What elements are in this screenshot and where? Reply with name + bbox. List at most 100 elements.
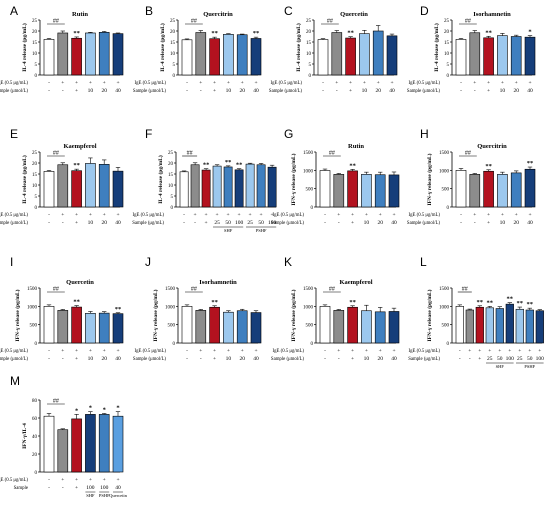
sample-row-value: 10 bbox=[88, 220, 94, 226]
row-label-ige: IgE (0.5 μg/mL) bbox=[273, 213, 305, 218]
panel-letter: C bbox=[284, 4, 293, 18]
y-tick-label: 500 bbox=[442, 188, 450, 193]
significance-label: ## bbox=[191, 19, 197, 25]
y-axis-label: IFN-γ release (pg/mL) bbox=[426, 289, 433, 341]
ige-row-value: + bbox=[103, 80, 106, 86]
sample-row-value: 40 bbox=[391, 356, 397, 362]
sample-row-value: 10 bbox=[88, 356, 94, 362]
panel-b: B Quercitrin 0 5 10 15 20 25 IL-4 release (pg/mL… bbox=[133, 4, 262, 94]
bar bbox=[57, 310, 69, 344]
bar bbox=[245, 163, 255, 208]
bar bbox=[483, 37, 494, 76]
sample-row-value: + bbox=[351, 356, 354, 362]
ige-row-value: - bbox=[322, 80, 324, 86]
ige-row-value: + bbox=[487, 80, 490, 86]
row-label-ige: IgE (0.5 μg/mL) bbox=[0, 349, 28, 354]
significance-label: * bbox=[116, 405, 119, 412]
sample-row-value: 20 bbox=[513, 220, 519, 226]
y-tick-label: 0 bbox=[309, 74, 312, 79]
sample-row-value: - bbox=[186, 88, 188, 94]
row-label-sample: Sample (μmol/L) bbox=[271, 357, 304, 362]
bar bbox=[469, 174, 481, 208]
y-tick-label: 0 bbox=[35, 74, 38, 79]
sample-row-value: 10 bbox=[362, 88, 368, 94]
y-axis-label: IL-4 release (pg/mL) bbox=[21, 155, 28, 204]
significance-label: ** bbox=[527, 160, 534, 167]
ige-row-value: + bbox=[254, 80, 257, 86]
y-tick-label: 20 bbox=[32, 30, 38, 35]
ige-row-value: + bbox=[213, 348, 216, 354]
group-label: Quercetin bbox=[109, 493, 127, 498]
significance-label: ## bbox=[329, 151, 335, 157]
ige-row-value: + bbox=[116, 348, 119, 354]
significance-label: ## bbox=[191, 287, 197, 293]
bar bbox=[112, 313, 124, 344]
sample-row-value: 25 bbox=[247, 220, 253, 226]
bar bbox=[483, 170, 494, 208]
sample-row-value: 40 bbox=[115, 356, 121, 362]
sample-row-value: 100 bbox=[86, 485, 95, 491]
bar bbox=[333, 174, 345, 208]
sample-row-value: - bbox=[48, 88, 50, 94]
ige-row-value: + bbox=[103, 477, 106, 483]
y-tick-label: 5 bbox=[35, 63, 38, 68]
bar bbox=[495, 308, 504, 344]
ige-row-value: + bbox=[473, 212, 476, 218]
ige-row-value: + bbox=[351, 212, 354, 218]
significance-label: ## bbox=[327, 19, 333, 25]
y-axis-label: IFN-γ release (pg/mL) bbox=[152, 289, 159, 341]
bar bbox=[43, 171, 55, 208]
panel-letter: I bbox=[10, 255, 13, 269]
bar bbox=[181, 306, 193, 344]
significance-label: ## bbox=[329, 287, 335, 293]
chart-title: Isorhamnetin bbox=[473, 11, 511, 18]
sample-row-value: 40 bbox=[115, 485, 121, 491]
y-tick-label: 1000 bbox=[439, 305, 450, 310]
sample-row-value: + bbox=[213, 88, 216, 94]
sample-row-value: - bbox=[194, 220, 196, 226]
y-tick-label: 5 bbox=[171, 195, 174, 200]
y-tick-label: 20 bbox=[168, 162, 174, 167]
sample-row-value: 40 bbox=[115, 88, 121, 94]
ige-row-value: + bbox=[75, 80, 78, 86]
bar bbox=[524, 36, 536, 76]
ige-row-value: + bbox=[116, 80, 119, 86]
y-tick-label: 0 bbox=[35, 471, 38, 476]
y-tick-label: 0 bbox=[447, 206, 450, 211]
bar bbox=[223, 166, 233, 208]
ige-row-value: + bbox=[508, 348, 511, 354]
panel-k: K Kaempferol 0 500 1000 1500 IFN-γ release (pg… bbox=[271, 255, 400, 362]
panel-letter: B bbox=[145, 4, 153, 18]
bar bbox=[179, 171, 189, 208]
ige-row-value: + bbox=[194, 212, 197, 218]
ige-row-value: - bbox=[459, 348, 461, 354]
sample-row-value: 25 bbox=[214, 220, 220, 226]
sample-row-value: + bbox=[478, 356, 481, 362]
ige-row-value: + bbox=[365, 348, 368, 354]
ige-row-value: + bbox=[337, 212, 340, 218]
row-label-ige: IgE (0.5 μg/mL) bbox=[133, 213, 165, 218]
sample-row-value: 40 bbox=[253, 356, 259, 362]
sample-row-value: - bbox=[62, 220, 64, 226]
sample-row-value: - bbox=[183, 220, 185, 226]
bar bbox=[85, 32, 96, 76]
ige-row-value: + bbox=[205, 212, 208, 218]
sample-row-value: - bbox=[336, 88, 338, 94]
panel-g: G Rutin 0 500 1000 1500 IFN-γ release (pg/mL) #… bbox=[271, 127, 400, 226]
ige-row-value: - bbox=[324, 212, 326, 218]
y-tick-label: 0 bbox=[171, 206, 174, 211]
bar bbox=[71, 306, 82, 344]
ige-row-value: + bbox=[199, 348, 202, 354]
panel-d: D Isorhamnetin 0 5 10 15 20 25 IL-4 release (pg/… bbox=[407, 4, 536, 94]
sample-row-value: - bbox=[474, 88, 476, 94]
row-label-sample: Sample (μmol/L) bbox=[0, 357, 28, 362]
sample-row-value: - bbox=[200, 88, 202, 94]
bar bbox=[212, 165, 222, 208]
bar bbox=[98, 414, 110, 473]
significance-label: * bbox=[528, 29, 531, 36]
ige-row-value: + bbox=[528, 80, 531, 86]
sample-row-value: + bbox=[75, 220, 78, 226]
bar bbox=[317, 39, 329, 76]
y-tick-label: 25 bbox=[32, 19, 38, 24]
sample-row-value: + bbox=[487, 88, 490, 94]
